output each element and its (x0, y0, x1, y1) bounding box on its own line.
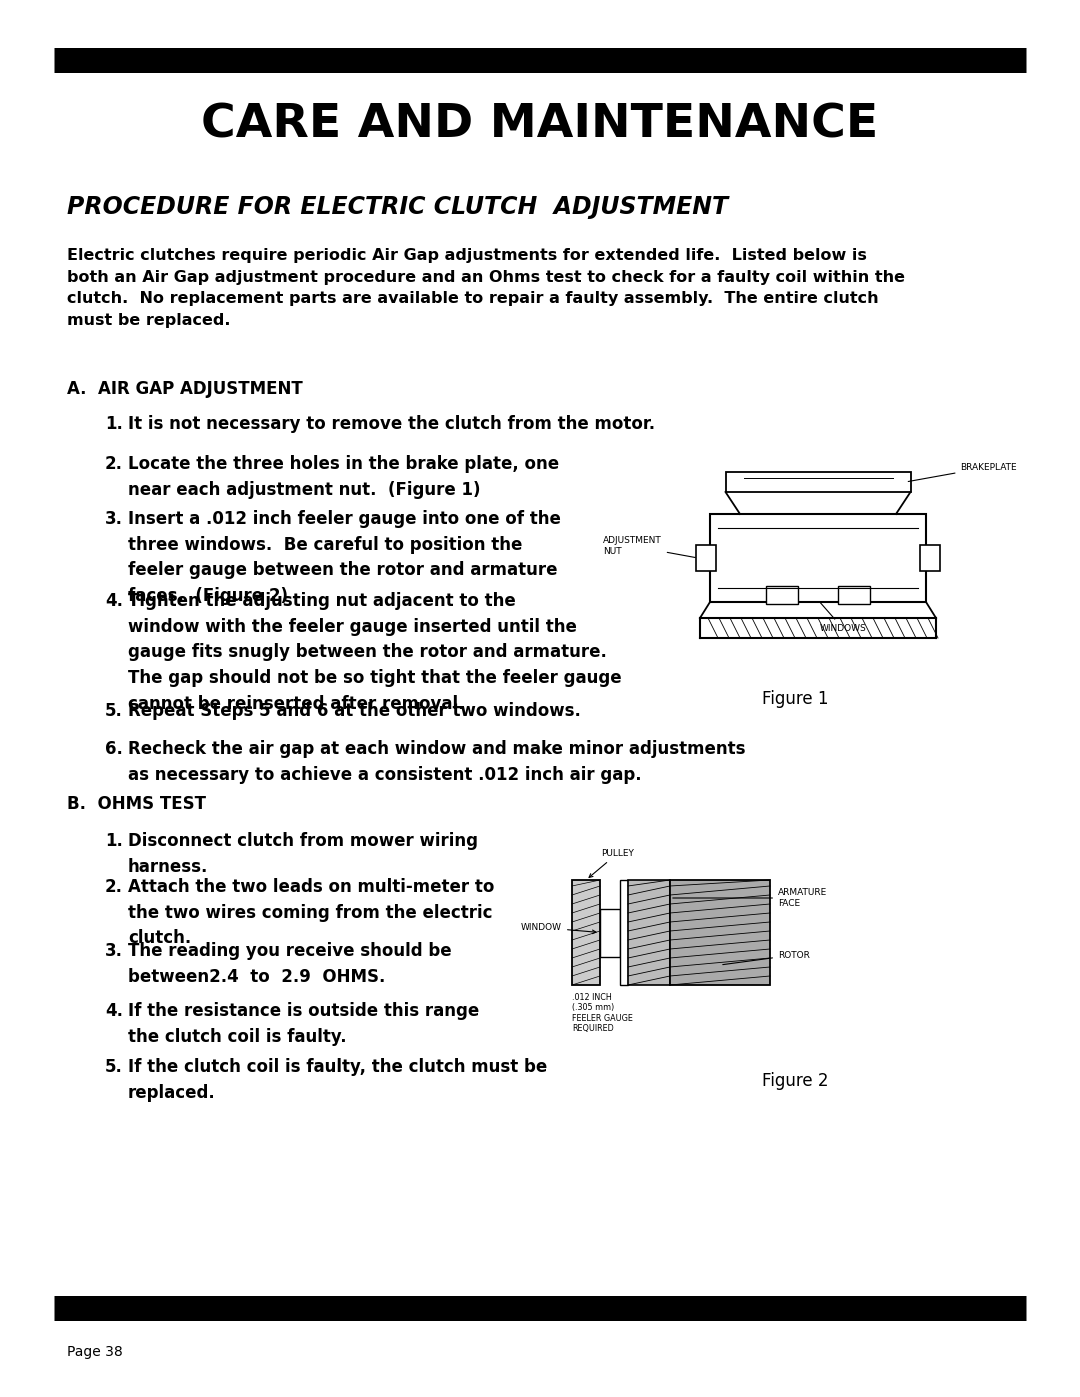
Bar (766, 585, 798, 604)
Text: ROTOR: ROTOR (723, 950, 810, 964)
Text: Repeat Steps 5 and 6 at the other two windows.: Repeat Steps 5 and 6 at the other two wi… (129, 703, 581, 719)
Text: PROCEDURE FOR ELECTRIC CLUTCH  ADJUSTMENT: PROCEDURE FOR ELECTRIC CLUTCH ADJUSTMENT (67, 196, 728, 219)
Text: ARMATURE
FACE: ARMATURE FACE (673, 888, 827, 908)
Bar (670, 880, 770, 985)
Text: Recheck the air gap at each window and make minor adjustments
as necessary to ac: Recheck the air gap at each window and m… (129, 740, 745, 784)
Bar (620, 880, 627, 985)
Bar (600, 908, 620, 957)
Text: Locate the three holes in the brake plate, one
near each adjustment nut.  (Figur: Locate the three holes in the brake plat… (129, 455, 559, 499)
Text: 5.: 5. (105, 1058, 123, 1076)
Text: WINDOW: WINDOW (521, 923, 596, 933)
Text: WINDOWS: WINDOWS (820, 602, 866, 633)
Text: 1.: 1. (105, 833, 123, 849)
Text: 4.: 4. (105, 592, 123, 610)
Text: Disconnect clutch from mower wiring
harness.: Disconnect clutch from mower wiring harn… (129, 833, 478, 876)
Text: If the clutch coil is faulty, the clutch must be
replaced.: If the clutch coil is faulty, the clutch… (129, 1058, 548, 1102)
Text: Tighten the adjusting nut adjacent to the
window with the feeler gauge inserted : Tighten the adjusting nut adjacent to th… (129, 592, 622, 712)
Text: 4.: 4. (105, 1002, 123, 1020)
Bar (627, 880, 670, 985)
Text: Figure 2: Figure 2 (761, 1071, 828, 1090)
Text: BRAKEPLATE: BRAKEPLATE (908, 462, 1017, 482)
Text: 3.: 3. (105, 942, 123, 960)
Text: 2.: 2. (105, 455, 123, 474)
Text: Figure 1: Figure 1 (761, 690, 828, 708)
Text: Insert a .012 inch feeler gauge into one of the
three windows.  Be careful to po: Insert a .012 inch feeler gauge into one… (129, 510, 561, 605)
Text: B.  OHMS TEST: B. OHMS TEST (67, 795, 206, 813)
Text: CARE AND MAINTENANCE: CARE AND MAINTENANCE (201, 102, 879, 148)
Text: The reading you receive should be
between2.4  to  2.9  OHMS.: The reading you receive should be betwee… (129, 942, 451, 986)
Bar (726, 472, 910, 492)
Bar (696, 545, 716, 571)
Text: A.  AIR GAP ADJUSTMENT: A. AIR GAP ADJUSTMENT (67, 380, 302, 398)
Text: Page 38: Page 38 (67, 1345, 123, 1359)
Bar (572, 880, 600, 985)
Text: 2.: 2. (105, 877, 123, 895)
Text: 5.: 5. (105, 703, 123, 719)
Text: 1.: 1. (105, 415, 123, 433)
Text: 6.: 6. (105, 740, 123, 759)
Text: 3.: 3. (105, 510, 123, 528)
Text: PULLEY: PULLEY (589, 849, 634, 877)
Text: Electric clutches require periodic Air Gap adjustments for extended life.  Liste: Electric clutches require periodic Air G… (67, 249, 905, 328)
Text: If the resistance is outside this range
the clutch coil is faulty.: If the resistance is outside this range … (129, 1002, 480, 1046)
Text: Attach the two leads on multi-meter to
the two wires coming from the electric
cl: Attach the two leads on multi-meter to t… (129, 877, 495, 947)
Text: It is not necessary to remove the clutch from the motor.: It is not necessary to remove the clutch… (129, 415, 656, 433)
Bar (838, 585, 870, 604)
Bar (920, 545, 940, 571)
Text: ADJUSTMENT
NUT: ADJUSTMENT NUT (603, 536, 696, 557)
Text: .012 INCH
(.305 mm)
FEELER GAUGE
REQUIRED: .012 INCH (.305 mm) FEELER GAUGE REQUIRE… (572, 993, 633, 1034)
Bar (710, 514, 926, 602)
